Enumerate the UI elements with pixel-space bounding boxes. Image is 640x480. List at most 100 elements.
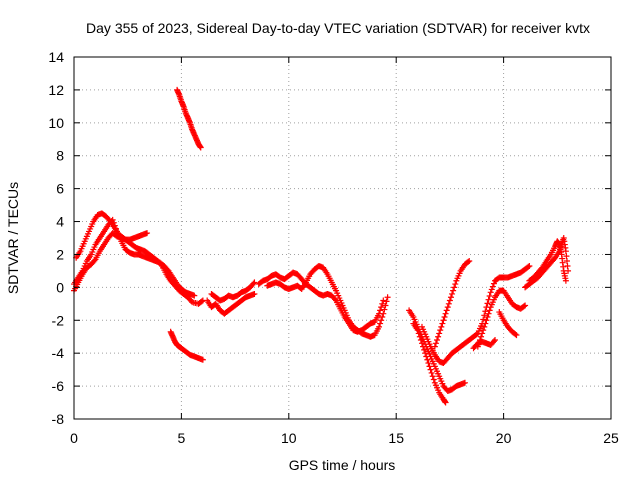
data-point: [421, 346, 428, 353]
data-point: [444, 304, 451, 311]
data-point: [428, 369, 435, 376]
y-tick-label: -6: [52, 378, 65, 394]
data-point: [378, 304, 385, 311]
data-point: [441, 313, 448, 320]
data-point: [482, 320, 489, 327]
series-arc-14: [474, 287, 529, 350]
y-tick-label: -4: [52, 345, 65, 361]
data-points: [71, 86, 572, 406]
data-point: [415, 330, 422, 337]
data-point: [490, 280, 497, 287]
data-point: [487, 289, 494, 296]
x-tick-label: 10: [281, 430, 297, 446]
data-point: [447, 294, 454, 301]
x-tick-label: 25: [603, 430, 619, 446]
data-point: [379, 313, 386, 320]
data-point: [420, 343, 427, 350]
data-point: [439, 320, 446, 327]
x-tick-label: 0: [70, 430, 78, 446]
data-point: [380, 310, 387, 317]
data-point: [435, 333, 442, 340]
data-point: [250, 280, 257, 287]
data-point: [422, 350, 429, 357]
data-point: [485, 296, 492, 303]
x-axis-label: GPS time / hours: [289, 457, 396, 473]
data-point: [461, 379, 468, 386]
data-point: [331, 296, 338, 303]
data-point: [513, 332, 520, 339]
data-point: [451, 284, 458, 291]
y-tick-label: 8: [56, 148, 64, 164]
data-point: [443, 307, 450, 314]
series-arc-17: [522, 235, 572, 291]
series-arc-13: [431, 258, 473, 350]
grid-lines: [74, 57, 611, 419]
data-point: [91, 257, 98, 264]
data-point: [416, 333, 423, 340]
data-point: [486, 307, 493, 314]
data-point: [199, 356, 206, 363]
x-tick-label: 5: [178, 430, 186, 446]
series-arc-11: [410, 320, 449, 406]
data-point: [431, 343, 438, 350]
data-point: [432, 340, 439, 347]
data-point: [480, 316, 487, 323]
data-point: [489, 283, 496, 290]
data-point: [484, 313, 491, 320]
series-arc-2: [73, 210, 206, 307]
data-point: [481, 323, 488, 330]
data-point: [479, 330, 486, 337]
data-point: [521, 303, 528, 310]
axis-ticks: 0 5 10 15 20 25 -8 -6 -4 -2 0 2 4 6 8 10 12 14: [48, 49, 619, 446]
data-point: [484, 300, 491, 307]
data-point: [414, 327, 421, 334]
data-point: [430, 376, 437, 383]
data-point: [565, 267, 572, 274]
y-tick-label: 10: [48, 115, 64, 131]
data-point: [481, 312, 488, 319]
data-point: [191, 292, 198, 299]
data-point: [157, 261, 164, 268]
series-arc-18: [470, 337, 499, 352]
data-point: [436, 330, 443, 337]
data-point: [426, 363, 433, 370]
data-point: [442, 399, 449, 406]
series-arc-12: [418, 262, 533, 367]
data-point: [449, 290, 456, 297]
y-tick-label: 4: [56, 214, 64, 230]
data-point: [377, 307, 384, 314]
data-point: [251, 290, 258, 297]
y-tick-label: -8: [52, 411, 65, 427]
data-point: [480, 327, 487, 334]
series-arc-3: [71, 230, 151, 294]
data-point: [445, 300, 452, 307]
data-point: [525, 263, 532, 270]
y-tick-label: -2: [52, 312, 65, 328]
data-point: [197, 144, 204, 151]
data-point: [378, 317, 385, 324]
y-tick-label: 14: [48, 49, 64, 65]
data-point: [424, 356, 431, 363]
data-point: [376, 323, 383, 330]
data-point: [437, 327, 444, 334]
series-arc-6: [204, 290, 258, 317]
data-point: [384, 294, 391, 301]
data-point: [490, 338, 497, 345]
y-axis-label: SDTVAR / TECUs: [5, 182, 21, 294]
series-arc-4: [174, 86, 204, 151]
x-tick-label: 20: [496, 430, 512, 446]
series-arc-9: [264, 262, 391, 340]
data-point: [473, 331, 480, 338]
series-arc-7: [208, 279, 258, 304]
data-point: [429, 373, 436, 380]
data-point: [438, 323, 445, 330]
data-point: [488, 286, 495, 293]
data-point: [452, 281, 459, 288]
data-point: [379, 300, 386, 307]
series-arc-8: [255, 269, 387, 335]
data-point: [425, 360, 432, 367]
y-tick-label: 12: [48, 82, 64, 98]
data-point: [440, 317, 447, 324]
series-arc-10: [406, 307, 468, 395]
